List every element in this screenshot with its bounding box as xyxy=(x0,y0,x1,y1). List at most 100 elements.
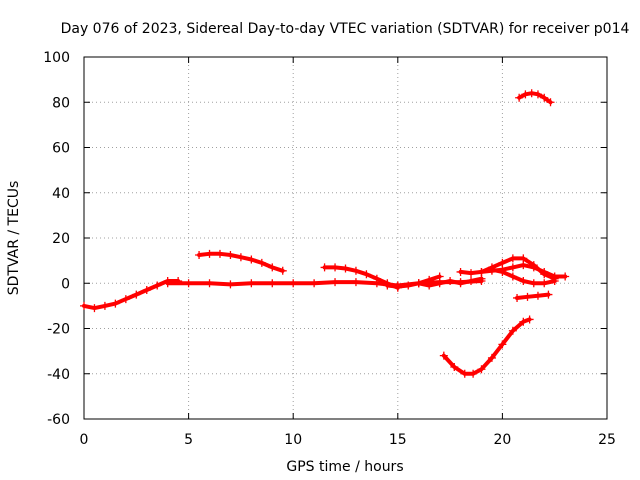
data-point xyxy=(100,301,109,310)
data-point xyxy=(163,279,172,288)
data-point xyxy=(533,90,542,99)
data-point xyxy=(561,272,570,281)
data-point xyxy=(383,281,392,290)
data-point xyxy=(90,304,99,313)
data-point xyxy=(121,295,130,304)
data-point xyxy=(540,270,549,279)
data-point xyxy=(289,279,298,288)
data-point xyxy=(226,280,235,289)
data-point xyxy=(226,250,235,259)
data-point xyxy=(515,93,524,102)
data-point xyxy=(477,274,486,283)
data-point xyxy=(529,261,538,270)
data-point xyxy=(456,279,465,288)
series-arc-8 xyxy=(477,254,559,283)
series-arc-1 xyxy=(80,276,183,313)
x-axis-title: GPS time / hours xyxy=(286,459,403,475)
data-point xyxy=(247,255,256,264)
data-point xyxy=(533,291,542,300)
data-point xyxy=(523,292,532,301)
data-point xyxy=(310,279,319,288)
data-point xyxy=(519,276,528,285)
y-tick-label: 0 xyxy=(61,276,70,292)
data-point xyxy=(425,281,434,290)
grid xyxy=(84,57,607,419)
data-point xyxy=(527,89,536,98)
data-point xyxy=(404,281,413,290)
series-arc-12 xyxy=(515,89,555,107)
y-tick-label: -40 xyxy=(47,367,70,383)
data-point xyxy=(142,286,151,295)
data-point xyxy=(508,263,517,272)
y-tick-label: 20 xyxy=(52,231,70,247)
data-point xyxy=(540,93,549,102)
data-point xyxy=(184,279,193,288)
data-point xyxy=(446,276,455,285)
data-point xyxy=(132,290,141,299)
data-point xyxy=(519,254,528,263)
data-point xyxy=(508,254,517,263)
data-point xyxy=(487,353,496,362)
y-tick-label: -60 xyxy=(47,412,70,428)
y-axis-title: SDTVAR / TECUs xyxy=(6,181,22,296)
data-point xyxy=(546,98,555,107)
data-point xyxy=(351,266,360,275)
data-point xyxy=(278,266,287,275)
data-point xyxy=(331,278,340,287)
series-arc-11 xyxy=(513,290,553,302)
series-line xyxy=(479,256,557,281)
data-point xyxy=(205,249,214,258)
data-point xyxy=(80,301,88,310)
axis-ticks: 0 5 10 15 20 25 -60 -40 -20 0 20 40 60 80 100 xyxy=(43,50,616,448)
data-point xyxy=(487,265,496,274)
data-point xyxy=(331,263,340,272)
y-tick-label: 100 xyxy=(43,50,70,66)
data-point xyxy=(467,276,476,285)
data-point xyxy=(450,362,459,371)
data-point xyxy=(540,279,549,288)
data-point xyxy=(111,299,120,308)
data-point xyxy=(513,293,522,302)
data-point xyxy=(372,274,381,283)
data-point xyxy=(508,272,517,281)
data-point xyxy=(153,281,162,290)
x-tick-label: 0 xyxy=(80,432,89,448)
series-arc-9 xyxy=(439,315,534,378)
data-point xyxy=(544,290,553,299)
data-point xyxy=(498,267,507,276)
data-point xyxy=(477,267,486,276)
series-arc-6 xyxy=(414,274,486,290)
series-arc-4 xyxy=(320,263,402,292)
data-point xyxy=(435,272,444,281)
x-tick-label: 20 xyxy=(493,432,511,448)
data-point xyxy=(393,282,402,291)
series-layer xyxy=(80,89,570,378)
y-tick-label: 40 xyxy=(52,186,70,202)
data-point xyxy=(320,263,329,272)
data-point xyxy=(529,279,538,288)
data-point xyxy=(521,90,530,99)
y-tick-label: 80 xyxy=(52,95,70,111)
chart-title: Day 076 of 2023, Sidereal Day-to-day VTE… xyxy=(61,21,630,37)
data-point xyxy=(247,279,256,288)
y-tick-label: -20 xyxy=(47,322,70,338)
data-point xyxy=(477,365,486,374)
data-point xyxy=(550,276,559,285)
series-line xyxy=(441,317,532,376)
data-point xyxy=(519,261,528,270)
data-point xyxy=(257,258,266,267)
data-point xyxy=(469,369,478,378)
x-tick-label: 10 xyxy=(284,432,302,448)
data-point xyxy=(268,279,277,288)
data-point xyxy=(362,270,371,279)
data-point xyxy=(456,267,465,276)
x-tick-label: 15 xyxy=(389,432,407,448)
data-point xyxy=(460,369,469,378)
data-point xyxy=(236,253,245,262)
data-point xyxy=(508,326,517,335)
data-point xyxy=(519,317,528,326)
data-point xyxy=(341,264,350,273)
x-tick-label: 5 xyxy=(184,432,193,448)
data-point xyxy=(414,279,423,288)
